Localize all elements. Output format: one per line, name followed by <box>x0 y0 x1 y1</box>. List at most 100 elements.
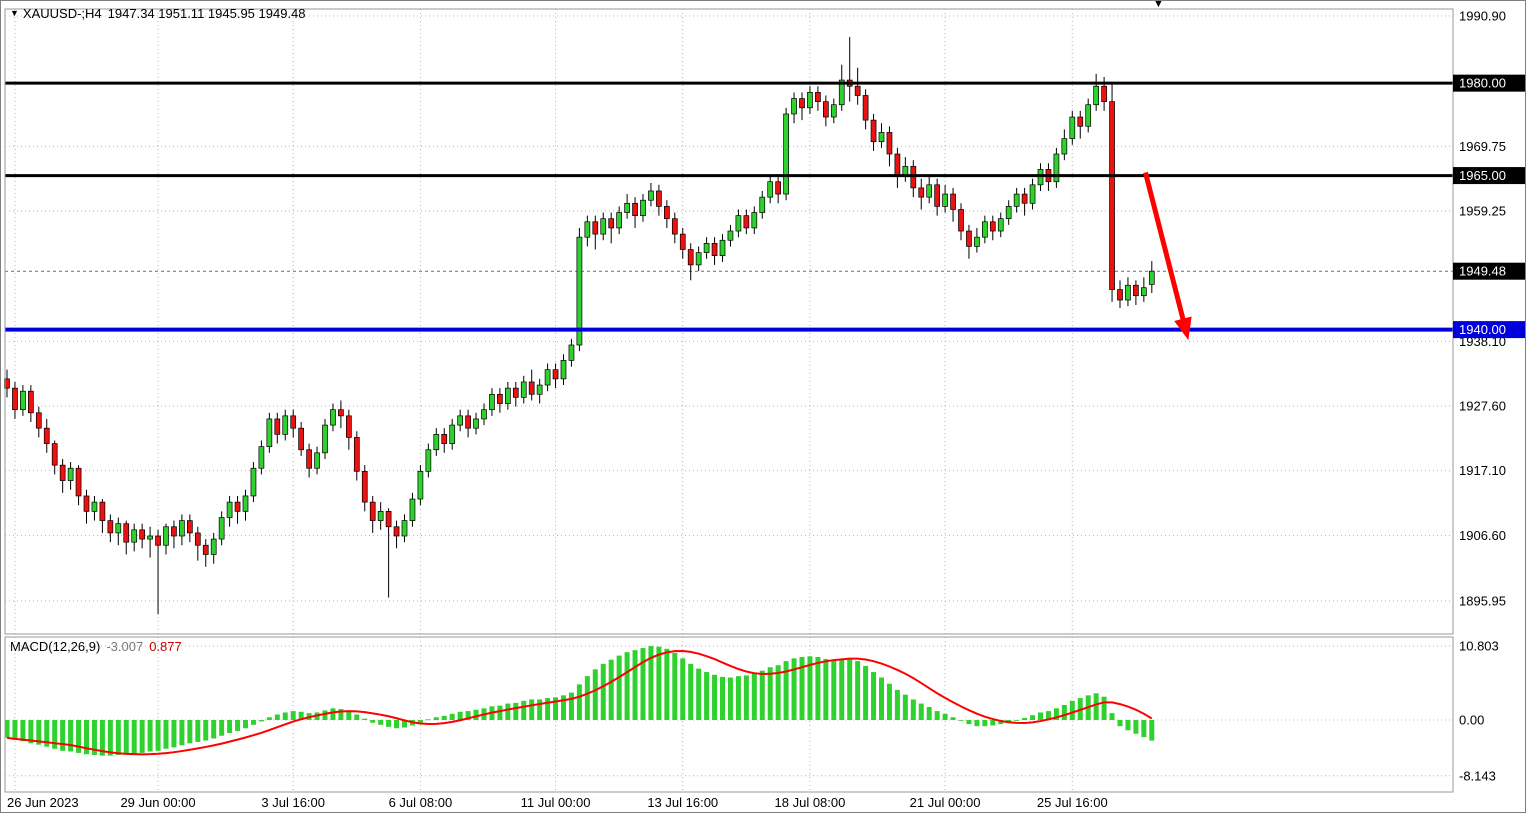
bull-candle <box>703 242 710 253</box>
bull-candle <box>576 236 583 346</box>
bull-candle <box>1140 287 1147 297</box>
bear-candle <box>854 85 861 96</box>
arrow-head[interactable] <box>1174 316 1192 341</box>
bear-candle <box>43 427 50 444</box>
macd-bar <box>235 720 241 731</box>
macd-bar <box>910 699 916 720</box>
macd-bar <box>20 720 26 742</box>
macd-bar <box>52 720 58 749</box>
macd-bar <box>290 711 296 720</box>
price-axis[interactable]: 1990.901969.751959.251938.101927.601917.… <box>1453 9 1526 784</box>
bear-candle <box>592 221 599 235</box>
macd-bar <box>1014 720 1020 721</box>
macd-bar <box>187 720 193 744</box>
macd-bar <box>600 663 606 720</box>
macd-bar <box>99 720 105 756</box>
macd-bar <box>1149 720 1155 741</box>
bull-candle <box>1093 85 1100 106</box>
bear-candle <box>687 249 694 266</box>
chart-header: ▼ XAUUSD-;H4 1947.34 1951.11 1945.95 1949.… <box>10 6 312 21</box>
chart-shift-marker-icon[interactable]: ▼ <box>1153 0 1164 10</box>
macd-bar <box>346 711 352 720</box>
bear-candle <box>59 464 66 481</box>
bear-candle <box>711 242 718 257</box>
price-axis-label: 1959.25 <box>1459 204 1506 219</box>
bull-candle <box>131 529 138 543</box>
bear-candle <box>1077 116 1084 127</box>
bull-candle <box>791 98 797 115</box>
bull-candle <box>807 92 813 109</box>
macd-bar <box>712 674 718 720</box>
bull-candle <box>648 190 654 201</box>
symbol-period-label: XAUUSD-;H4 <box>22 6 102 21</box>
macd-bar <box>680 658 686 720</box>
macd-bar <box>322 710 328 720</box>
bull-candle <box>250 467 257 497</box>
macd-bar <box>1061 704 1067 720</box>
macd-bar <box>465 711 471 720</box>
macd-bar <box>425 719 431 721</box>
bear-candle <box>346 415 352 438</box>
macd-bar <box>926 706 932 720</box>
bull-candle <box>735 215 742 232</box>
trend-arrow-annotation[interactable] <box>1143 171 1192 341</box>
arrow-shaft[interactable] <box>1143 171 1188 328</box>
bear-candle <box>171 526 177 537</box>
bear-candle <box>1117 289 1123 301</box>
macd-bar <box>640 648 646 720</box>
macd-bar <box>553 697 559 720</box>
time-axis[interactable]: 26 Jun 2023 29 Jun 00:00 3 Jul 16:00 6 Jul … <box>7 795 1108 810</box>
macd-bar <box>179 720 185 746</box>
bull-candle <box>1125 284 1131 301</box>
macd-bar <box>1069 700 1075 720</box>
macd-bar <box>433 717 439 720</box>
macd-bar <box>107 720 113 756</box>
symbol-dropdown-icon[interactable]: ▼ <box>10 8 19 18</box>
bull-candle <box>505 387 511 404</box>
macd-bar <box>632 650 638 720</box>
bear-candle <box>75 467 82 497</box>
bull-candle <box>981 221 988 238</box>
bull-candle <box>759 196 766 213</box>
macd-bar <box>886 683 892 720</box>
macd-bar <box>330 708 336 720</box>
bear-candle <box>552 369 559 380</box>
price-axis-label: 1990.90 <box>1459 9 1506 24</box>
macd-bar <box>282 712 288 720</box>
macd-bar <box>1109 713 1115 720</box>
macd-bar <box>386 720 392 727</box>
bear-candle <box>663 206 670 220</box>
bull-candle <box>838 79 845 106</box>
bull-candle <box>481 409 487 420</box>
time-axis-label: 3 Jul 16:00 <box>261 795 325 810</box>
bear-candle <box>361 470 368 503</box>
bear-candle <box>51 443 58 466</box>
macd-bar <box>934 711 940 720</box>
macd-bar <box>568 692 574 720</box>
bear-candle <box>393 526 400 537</box>
bear-candle <box>274 418 281 435</box>
macd-bar <box>1125 720 1131 731</box>
macd-bar <box>28 720 34 744</box>
macd-name: MACD(12,26,9) <box>10 639 101 654</box>
macd-bar <box>91 720 97 755</box>
bull-candle <box>624 202 630 213</box>
bull-candle <box>210 538 217 555</box>
time-axis-label: 6 Jul 08:00 <box>389 795 453 810</box>
bull-candle <box>568 344 575 361</box>
macd-bar <box>123 720 129 755</box>
macd-bar <box>942 713 948 720</box>
macd-bar <box>211 720 217 739</box>
macd-bar <box>767 667 773 720</box>
macd-bar <box>799 656 805 720</box>
bull-candle <box>226 501 233 518</box>
bull-candle <box>783 113 789 195</box>
horizontal-level-lines[interactable] <box>5 81 1453 332</box>
bull-candle <box>751 212 758 229</box>
macd-bar <box>1045 711 1051 720</box>
macd-bar <box>998 720 1004 725</box>
macd-bar <box>258 720 264 722</box>
price-label-box-text: 1940.00 <box>1459 322 1506 337</box>
macd-bar <box>561 695 566 720</box>
